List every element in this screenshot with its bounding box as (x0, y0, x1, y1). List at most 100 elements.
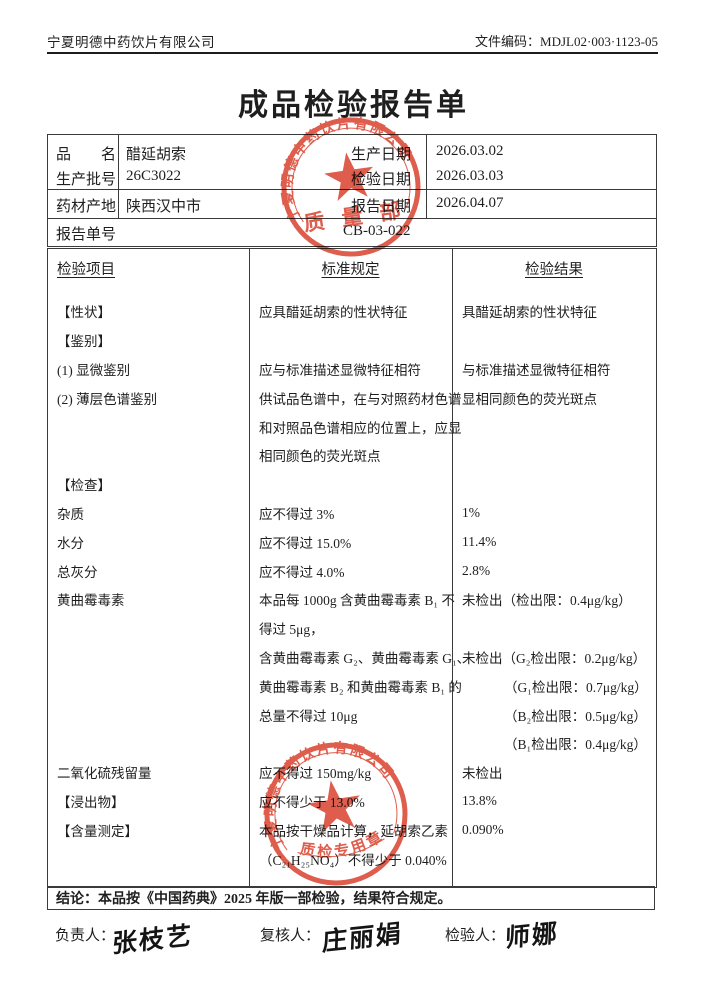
item-cell: (1) 显微鉴别 (57, 362, 131, 378)
item-cell: 【鉴别】 (57, 334, 111, 350)
table-row: (2) 薄层色谱鉴别 供试品色谱中，在与对照药材色谱 显相同颜色的荧光斑点 (48, 383, 656, 412)
table-row: (1) 显微鉴别 应与标准描述显微特征相符 与标准描述显微特征相符 (48, 355, 656, 384)
signature-row: 负责人： 张枝艺 复核人： 庄丽娟 检验人： 师娜 (0, 918, 707, 968)
item-cell: 【浸出物】 (57, 794, 125, 810)
table-row: 和对照品色谱相应的位置上，应显 (48, 412, 656, 441)
reviewer-signature: 庄丽娟 (321, 920, 404, 957)
product-info-table: 品 名 醋延胡索 生产日期 2026.03.02 生产批号 26C3022 检验… (47, 134, 657, 247)
item-cell: 二氧化硫残留量 (57, 766, 152, 782)
item-cell: 水分 (57, 535, 84, 551)
table-row: 【性状】 应具醋延胡索的性状特征 具醋延胡索的性状特征 (48, 297, 656, 326)
standard-cell: 得过 5μg， (259, 622, 324, 638)
info-col-divider-2 (426, 135, 427, 218)
item-cell: (2) 薄层色谱鉴别 (57, 391, 158, 407)
table-row: （C₂₁H₂₅NO₄）不得少于 0.040% (48, 844, 656, 873)
table-row: （B₁检出限：0.4μg/kg） (48, 729, 656, 758)
table-row: 总灰分 应不得过 4.0% 2.8% (48, 556, 656, 585)
batch-no-value: 26C3022 (126, 168, 182, 184)
table-row: 相同颜色的荧光斑点 (48, 441, 656, 470)
result-cell: 与标准描述显微特征相符 (462, 362, 611, 378)
result-cell: 具醋延胡索的性状特征 (462, 305, 597, 321)
standard-cell: 应不得过 150mg/kg (259, 766, 372, 782)
table-row: 杂质 应不得过 3% 1% (48, 499, 656, 528)
result-cell: 2.8% (462, 562, 491, 578)
test-date-label: 检验日期 (351, 172, 412, 188)
table-body: 【性状】 应具醋延胡索的性状特征 具醋延胡索的性状特征 【鉴别】 (1) 显微鉴别应… (48, 297, 656, 873)
table-col-divider-2 (452, 249, 453, 887)
product-name-value: 醋延胡索 (126, 147, 187, 163)
result-cell: （B₂检出限：0.5μg/kg） (504, 708, 647, 724)
standard-cell: 和对照品色谱相应的位置上，应显 (259, 420, 462, 436)
document-code: 文件编码：MDJL02·003·1123-05 (475, 34, 658, 49)
result-cell: 1% (462, 504, 480, 520)
report-date-label: 报告日期 (351, 199, 412, 215)
item-cell: 【检查】 (57, 478, 111, 494)
inspection-table: 检验项目 标准规定 检验结果 【性状】 应具醋延胡索的性状特征 具醋延胡索的性状特征… (47, 248, 657, 888)
standard-cell: 本品每 1000g 含黄曲霉毒素 B₁ 不 (259, 593, 455, 609)
info-row-divider-2 (48, 218, 656, 219)
company-name: 宁夏明德中药饮片有限公司 (47, 35, 215, 50)
table-col-divider-1 (249, 249, 250, 887)
standard-cell: 应不得少于 13.0% (259, 794, 365, 810)
report-title: 成品检验报告单 (238, 89, 469, 122)
report-no-label: 报告单号 (56, 227, 117, 243)
prod-date-value: 2026.03.02 (436, 143, 504, 159)
result-cell: 0.090% (462, 821, 504, 837)
standard-cell: 供试品色谱中，在与对照药材色谱 (259, 391, 462, 407)
standard-cell: 应不得过 3% (259, 506, 335, 522)
reviewer-label: 复核人： (260, 928, 321, 944)
result-cell: 显相同颜色的荧光斑点 (462, 391, 597, 407)
item-cell: 【性状】 (57, 305, 111, 321)
standard-cell: 应与标准描述显微特征相符 (259, 362, 421, 378)
table-row: 得过 5μg， (48, 614, 656, 643)
info-row-divider-1 (48, 189, 656, 190)
standard-cell: （C₂₁H₂₅NO₄）不得少于 0.040% (259, 852, 447, 868)
standard-cell: 总量不得过 10μg (259, 708, 358, 724)
result-cell: 未检出 (462, 766, 503, 782)
table-row: 【鉴别】 (48, 326, 656, 355)
standard-cell: 应不得过 15.0% (259, 535, 352, 551)
inspector-signature: 师娜 (504, 920, 560, 953)
item-cell: 黄曲霉毒素 (57, 593, 125, 609)
test-date-value: 2026.03.03 (436, 168, 504, 184)
product-name-label: 品 名 (56, 147, 117, 163)
standard-cell: 含黄曲霉毒素 G₂、黄曲霉毒素 G₁、 (259, 650, 471, 666)
header-divider (47, 52, 658, 54)
item-cell: 【含量测定】 (57, 823, 138, 839)
standard-cell: 黄曲霉毒素 B₂ 和黄曲霉毒素 B₁ 的 (259, 679, 462, 695)
inspector-label: 检验人： (445, 928, 506, 944)
table-row: 黄曲霉毒素 B₂ 和黄曲霉毒素 B₁ 的 （G₁检出限：0.7μg/kg） (48, 671, 656, 700)
table-row: 【检查】 (48, 470, 656, 499)
result-cell: 未检出（检出限：0.4μg/kg） (462, 593, 632, 609)
result-cell: （G₁检出限：0.7μg/kg） (504, 679, 648, 695)
table-row: 含黄曲霉毒素 G₂、黄曲霉毒素 G₁、 未检出（G₂检出限：0.2μg/kg） (48, 643, 656, 672)
result-cell: 11.4% (462, 533, 497, 549)
table-row: 总量不得过 10μg （B₂检出限：0.5μg/kg） (48, 700, 656, 729)
table-row: 黄曲霉毒素 本品每 1000g 含黄曲霉毒素 B₁ 不未检出（检出限：0.4μg/… (48, 585, 656, 614)
result-cell: （B₁检出限：0.4μg/kg） (504, 737, 647, 753)
prod-date-label: 生产日期 (351, 147, 412, 163)
info-col-divider-1 (118, 135, 119, 218)
table-row: 二氧化硫残留量 应不得过 150mg/kg 未检出 (48, 758, 656, 787)
col-header-standard: 标准规定 (321, 262, 380, 278)
result-cell: 13.8% (462, 792, 497, 808)
item-cell: 总灰分 (57, 564, 98, 580)
standard-cell: 应具醋延胡索的性状特征 (259, 305, 408, 321)
standard-cell: 应不得过 4.0% (259, 564, 345, 580)
standard-cell: 本品按干燥品计算，延胡索乙素 (259, 823, 448, 839)
table-row: 【含量测定】 本品按干燥品计算，延胡索乙素 0.090% (48, 815, 656, 844)
col-header-item: 检验项目 (57, 262, 115, 278)
report-date-value: 2026.04.07 (436, 195, 504, 211)
responsible-label: 负责人： (55, 928, 116, 944)
batch-no-label: 生产批号 (56, 172, 117, 188)
conclusion-box: 结论：本品按《中国药典》2025 年版一部检验，结果符合规定。 (47, 886, 655, 910)
result-cell: 未检出（G₂检出限：0.2μg/kg） (462, 650, 647, 666)
col-header-result: 检验结果 (525, 262, 583, 278)
responsible-signature: 张枝艺 (111, 922, 194, 959)
origin-label: 药材产地 (56, 199, 117, 215)
item-cell: 杂质 (57, 506, 84, 522)
conclusion-text: 结论：本品按《中国药典》2025 年版一部检验，结果符合规定。 (56, 892, 452, 907)
origin-value: 陕西汉中市 (126, 199, 202, 215)
report-no-value: CB-03-022 (343, 223, 411, 239)
